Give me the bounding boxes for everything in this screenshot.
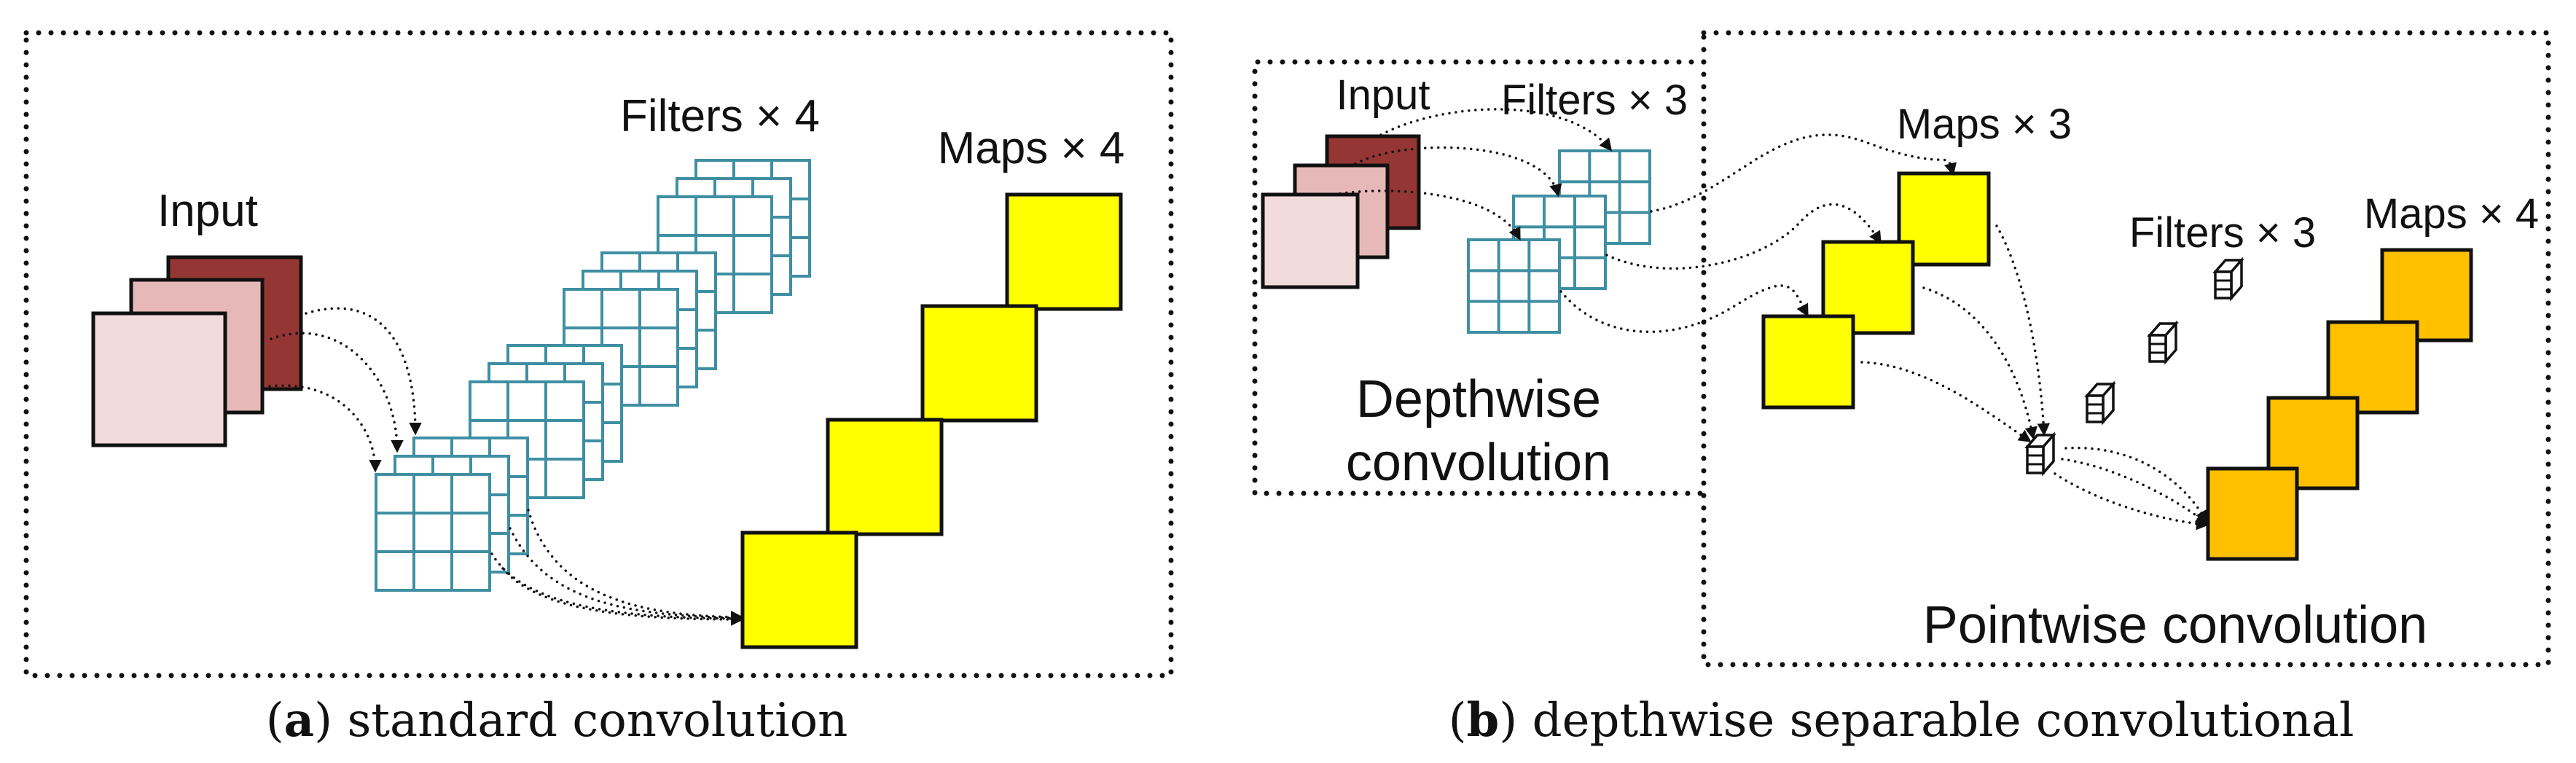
arrow-input-to-filter [305,307,422,436]
output-map-4 [1005,192,1123,311]
arrow-filter-to-map [509,527,744,625]
connection-arrows-b [1332,108,2209,531]
output-map-3 [920,304,1038,423]
pw-filters-label: Filters × 3 [2129,209,2316,257]
panel-standard-convolution: Input Filters × 4 Maps × 4 (a) standard … [23,30,1174,748]
arrow-filter-to-map [527,509,744,624]
depthwise-map-1 [1761,314,1855,410]
output-map-2 [826,418,944,536]
arrow-input-to-filter [270,332,404,453]
pointwise-filter-1 [2084,380,2116,426]
pointwise-map-4 [2380,248,2473,343]
arrow-pointwise-to-map [2064,446,2208,524]
arrow-filter-to-map [1650,133,1957,213]
pointwise-filter-2 [2147,320,2179,365]
arrow-input-to-filter [1379,108,1613,152]
depthwise-filters [1467,149,1651,334]
input-stack [91,255,303,447]
input-stack-b [1261,134,1421,289]
caption-b: (b) depthwise separable convolutional [1449,693,2354,748]
arrow-map-to-pointwise [1922,286,2037,440]
filter-stacks [375,159,811,592]
arrow-filter-to-map [1605,203,1882,270]
maps3-label: Maps × 3 [1897,101,2072,148]
caption-b-letter: b [1467,693,1500,748]
filters-label: Filters × 4 [620,91,820,141]
depthwise-filter-1 [1467,238,1561,334]
output-map-1 [740,531,858,649]
caption-a-letter: a [284,693,314,748]
pointwise-box [1701,30,2551,668]
caption-a-text: standard convolution [332,694,847,748]
caption-b-text: depthwise separable convolutional [1517,694,2354,748]
arrow-input-to-filter [268,384,382,473]
arrow-input-to-filter [1332,189,1521,241]
maps-label: Maps × 4 [938,123,1125,173]
standard-box [23,30,1174,678]
arrow-pointwise-to-map [2061,458,2209,525]
pointwise-filter-3 [2212,257,2244,302]
depthwise-box [1252,59,1707,496]
input-label: Input [157,186,258,236]
pointwise-map-1 [2206,466,2299,561]
arrow-pointwise-to-map [2054,472,2209,531]
connection-arrows [268,307,744,626]
arrow-filter-to-map [490,552,744,625]
input-channel-1 [91,311,227,447]
pointwise-filters [2024,257,2244,477]
arrow-filter-to-map [1559,284,1809,334]
pointwise-maps [2206,248,2473,561]
input-label-b: Input [1336,71,1430,119]
depthwise-maps [1761,171,1991,410]
grid-frame [375,473,491,592]
grid-frame [1467,238,1561,334]
depthwise-label-line2: convolution [1346,434,1611,492]
arrow-filter-to-map [501,567,744,626]
input-channel-1 [1261,192,1360,289]
output-maps [740,192,1123,649]
arrow-map-to-pointwise [1995,224,2051,437]
caption-a: (a) standard convolution [266,693,848,748]
arrow-map-to-pointwise [1860,361,2032,442]
filter-1-channel-1 [375,473,491,592]
panel-depthwise-separable: Input Filters × 3 Maps × 3 Depthwise con… [1252,30,2551,748]
pointwise-filter-active [2024,431,2056,477]
depthwise-label-line1: Depthwise [1356,370,1601,429]
maps4-label: Maps × 4 [2364,190,2539,238]
filters-label-b: Filters × 3 [1501,77,1688,124]
pointwise-label: Pointwise convolution [1923,596,2427,654]
